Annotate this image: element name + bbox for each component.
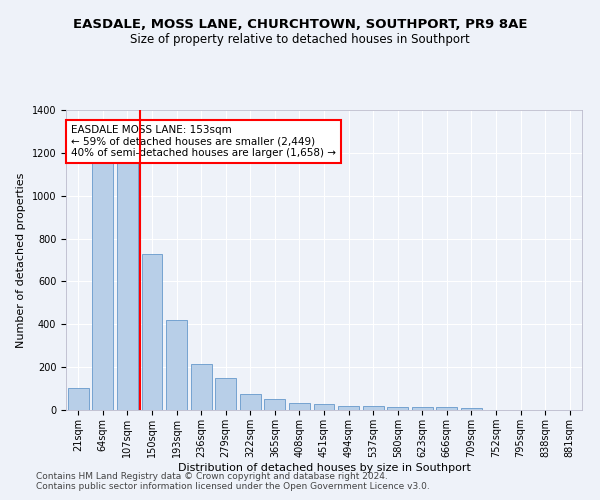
Bar	[215, 378, 236, 410]
Bar	[338, 406, 359, 410]
Text: EASDALE MOSS LANE: 153sqm
← 59% of detached houses are smaller (2,449)
40% of se: EASDALE MOSS LANE: 153sqm ← 59% of detac…	[71, 125, 336, 158]
Bar	[117, 162, 138, 410]
Text: Contains public sector information licensed under the Open Government Licence v3: Contains public sector information licen…	[36, 482, 430, 491]
Bar	[387, 407, 408, 410]
Bar	[191, 364, 212, 410]
Bar	[92, 162, 113, 410]
Bar	[412, 407, 433, 410]
Bar	[166, 320, 187, 410]
Bar	[314, 404, 334, 410]
Bar	[240, 394, 261, 410]
Bar	[68, 388, 89, 410]
Y-axis label: Number of detached properties: Number of detached properties	[16, 172, 26, 348]
Text: Size of property relative to detached houses in Southport: Size of property relative to detached ho…	[130, 32, 470, 46]
Text: Contains HM Land Registry data © Crown copyright and database right 2024.: Contains HM Land Registry data © Crown c…	[36, 472, 388, 481]
Bar	[142, 254, 163, 410]
X-axis label: Distribution of detached houses by size in Southport: Distribution of detached houses by size …	[178, 462, 470, 472]
Bar	[265, 400, 286, 410]
Bar	[436, 407, 457, 410]
Bar	[289, 402, 310, 410]
Bar	[362, 406, 383, 410]
Bar	[461, 408, 482, 410]
Text: EASDALE, MOSS LANE, CHURCHTOWN, SOUTHPORT, PR9 8AE: EASDALE, MOSS LANE, CHURCHTOWN, SOUTHPOR…	[73, 18, 527, 30]
